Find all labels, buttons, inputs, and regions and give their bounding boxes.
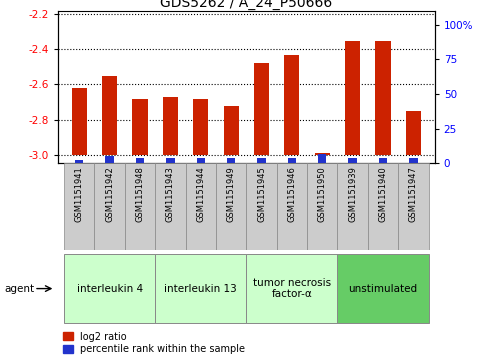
Bar: [284, 55, 299, 155]
Bar: [185, 163, 216, 250]
Bar: [216, 163, 246, 250]
Bar: [105, 156, 114, 163]
Text: GSM1151943: GSM1151943: [166, 166, 175, 222]
Bar: [254, 64, 269, 155]
Bar: [136, 159, 144, 163]
Text: GSM1151941: GSM1151941: [75, 166, 84, 222]
Bar: [257, 159, 266, 163]
Bar: [409, 159, 418, 163]
Bar: [64, 254, 155, 323]
Text: GSM1151945: GSM1151945: [257, 166, 266, 222]
Bar: [318, 154, 327, 163]
Bar: [246, 254, 338, 323]
Bar: [224, 106, 239, 155]
Bar: [102, 76, 117, 155]
Text: tumor necrosis
factor-α: tumor necrosis factor-α: [253, 278, 331, 299]
Text: GSM1151949: GSM1151949: [227, 166, 236, 222]
Text: GSM1151946: GSM1151946: [287, 166, 297, 222]
Bar: [132, 98, 148, 155]
Bar: [155, 163, 185, 250]
Bar: [338, 163, 368, 250]
Bar: [406, 111, 421, 155]
Text: GSM1151940: GSM1151940: [379, 166, 387, 222]
Text: GSM1151942: GSM1151942: [105, 166, 114, 222]
Bar: [379, 158, 387, 163]
Bar: [71, 88, 87, 155]
Bar: [368, 163, 398, 250]
Bar: [246, 163, 277, 250]
Bar: [125, 163, 155, 250]
Text: GSM1151944: GSM1151944: [196, 166, 205, 222]
Legend: log2 ratio, percentile rank within the sample: log2 ratio, percentile rank within the s…: [63, 331, 245, 355]
Bar: [197, 159, 205, 163]
Title: GDS5262 / A_24_P50666: GDS5262 / A_24_P50666: [160, 0, 332, 10]
Bar: [288, 159, 296, 163]
Text: interleukin 4: interleukin 4: [76, 284, 142, 294]
Bar: [277, 163, 307, 250]
Text: GSM1151950: GSM1151950: [318, 166, 327, 222]
Bar: [315, 153, 330, 155]
Bar: [163, 97, 178, 155]
Text: unstimulated: unstimulated: [349, 284, 418, 294]
Bar: [75, 160, 84, 163]
Bar: [227, 159, 235, 163]
Text: interleukin 13: interleukin 13: [164, 284, 237, 294]
Bar: [155, 254, 246, 323]
Bar: [307, 163, 338, 250]
Text: agent: agent: [5, 284, 35, 294]
Text: GSM1151947: GSM1151947: [409, 166, 418, 222]
Bar: [193, 98, 208, 155]
Bar: [398, 163, 428, 250]
Bar: [64, 163, 94, 250]
Bar: [345, 41, 360, 155]
Bar: [338, 254, 428, 323]
Text: GSM1151948: GSM1151948: [136, 166, 144, 222]
Bar: [166, 159, 174, 163]
Bar: [94, 163, 125, 250]
Bar: [349, 158, 357, 163]
Text: GSM1151939: GSM1151939: [348, 166, 357, 222]
Bar: [375, 41, 391, 155]
